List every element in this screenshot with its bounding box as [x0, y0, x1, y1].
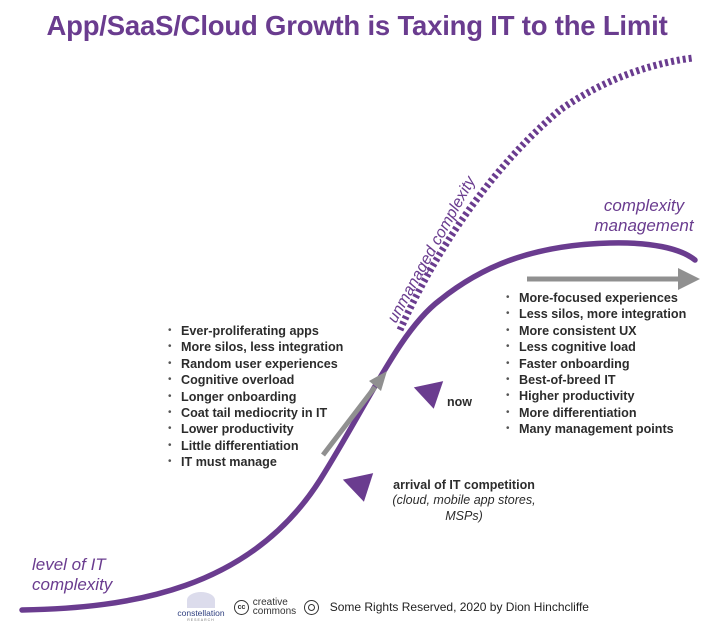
problems-list: Ever-proliferating apps More silos, less…	[168, 323, 343, 471]
list-item: Lower productivity	[168, 421, 343, 438]
list-item: Best-of-breed IT	[506, 372, 686, 389]
management-arrow	[527, 268, 700, 290]
arrival-marker	[342, 473, 374, 502]
unmanaged-complexity-curve	[396, 54, 694, 332]
cc-line-1: creative	[252, 597, 288, 608]
now-marker	[413, 381, 444, 409]
list-item: Little differentiation	[168, 438, 343, 455]
now-label: now	[447, 395, 472, 409]
arrival-title: arrival of IT competition	[393, 478, 535, 492]
complexity-management-line-2: management	[594, 216, 694, 235]
list-item: Higher productivity	[506, 388, 686, 405]
logo-name: constellation	[177, 608, 225, 618]
copyleft-icon	[303, 599, 319, 615]
page-title: App/SaaS/Cloud Growth is Taxing IT to th…	[46, 10, 668, 41]
globe-icon	[187, 592, 215, 608]
benefits-list: More-focused experiences Less silos, mor…	[506, 290, 686, 438]
list-item: IT must manage	[168, 454, 343, 471]
creative-commons-icon: cc	[234, 599, 249, 615]
list-item: Longer onboarding	[168, 389, 343, 406]
complexity-s-curve	[19, 240, 698, 613]
list-item: Less silos, more integration	[506, 306, 686, 323]
constellation-logo: constellation RESEARCH	[172, 592, 230, 630]
arrival-callout: arrival of IT competition (cloud, mobile…	[374, 478, 554, 524]
list-item: Random user experiences	[168, 356, 343, 373]
list-item: Faster onboarding	[506, 356, 686, 373]
level-of-it-complexity-label: level of IT complexity	[32, 555, 112, 595]
list-item: Less cognitive load	[506, 339, 686, 356]
level-of-it-complexity-line-2: complexity	[32, 575, 113, 594]
arrival-sub-line-1: (cloud, mobile app stores,	[392, 493, 536, 507]
list-item: Many management points	[506, 421, 686, 438]
creative-commons-wordmark: creative commons	[252, 597, 297, 617]
license-line: cc creative commons Some Rights Reserved…	[234, 597, 589, 617]
logo-sub: RESEARCH	[187, 618, 215, 622]
list-item: Coat tail mediocrity in IT	[168, 405, 343, 422]
level-of-it-complexity-line-1: level of IT	[32, 555, 106, 574]
list-item: Ever-proliferating apps	[168, 323, 343, 340]
arrival-sub-line-2: MSPs)	[445, 509, 483, 523]
list-item: More-focused experiences	[506, 290, 686, 307]
cc-line-2: commons	[252, 606, 297, 617]
rights-text: Some Rights Reserved, 2020 by Dion Hinch…	[329, 600, 589, 614]
list-item: Cognitive overload	[168, 372, 343, 389]
list-item: More differentiation	[506, 405, 686, 422]
list-item: More silos, less integration	[168, 339, 343, 356]
complexity-management-line-1: complexity	[603, 196, 685, 215]
list-item: More consistent UX	[506, 323, 686, 340]
complexity-management-label: complexity management	[589, 196, 699, 236]
